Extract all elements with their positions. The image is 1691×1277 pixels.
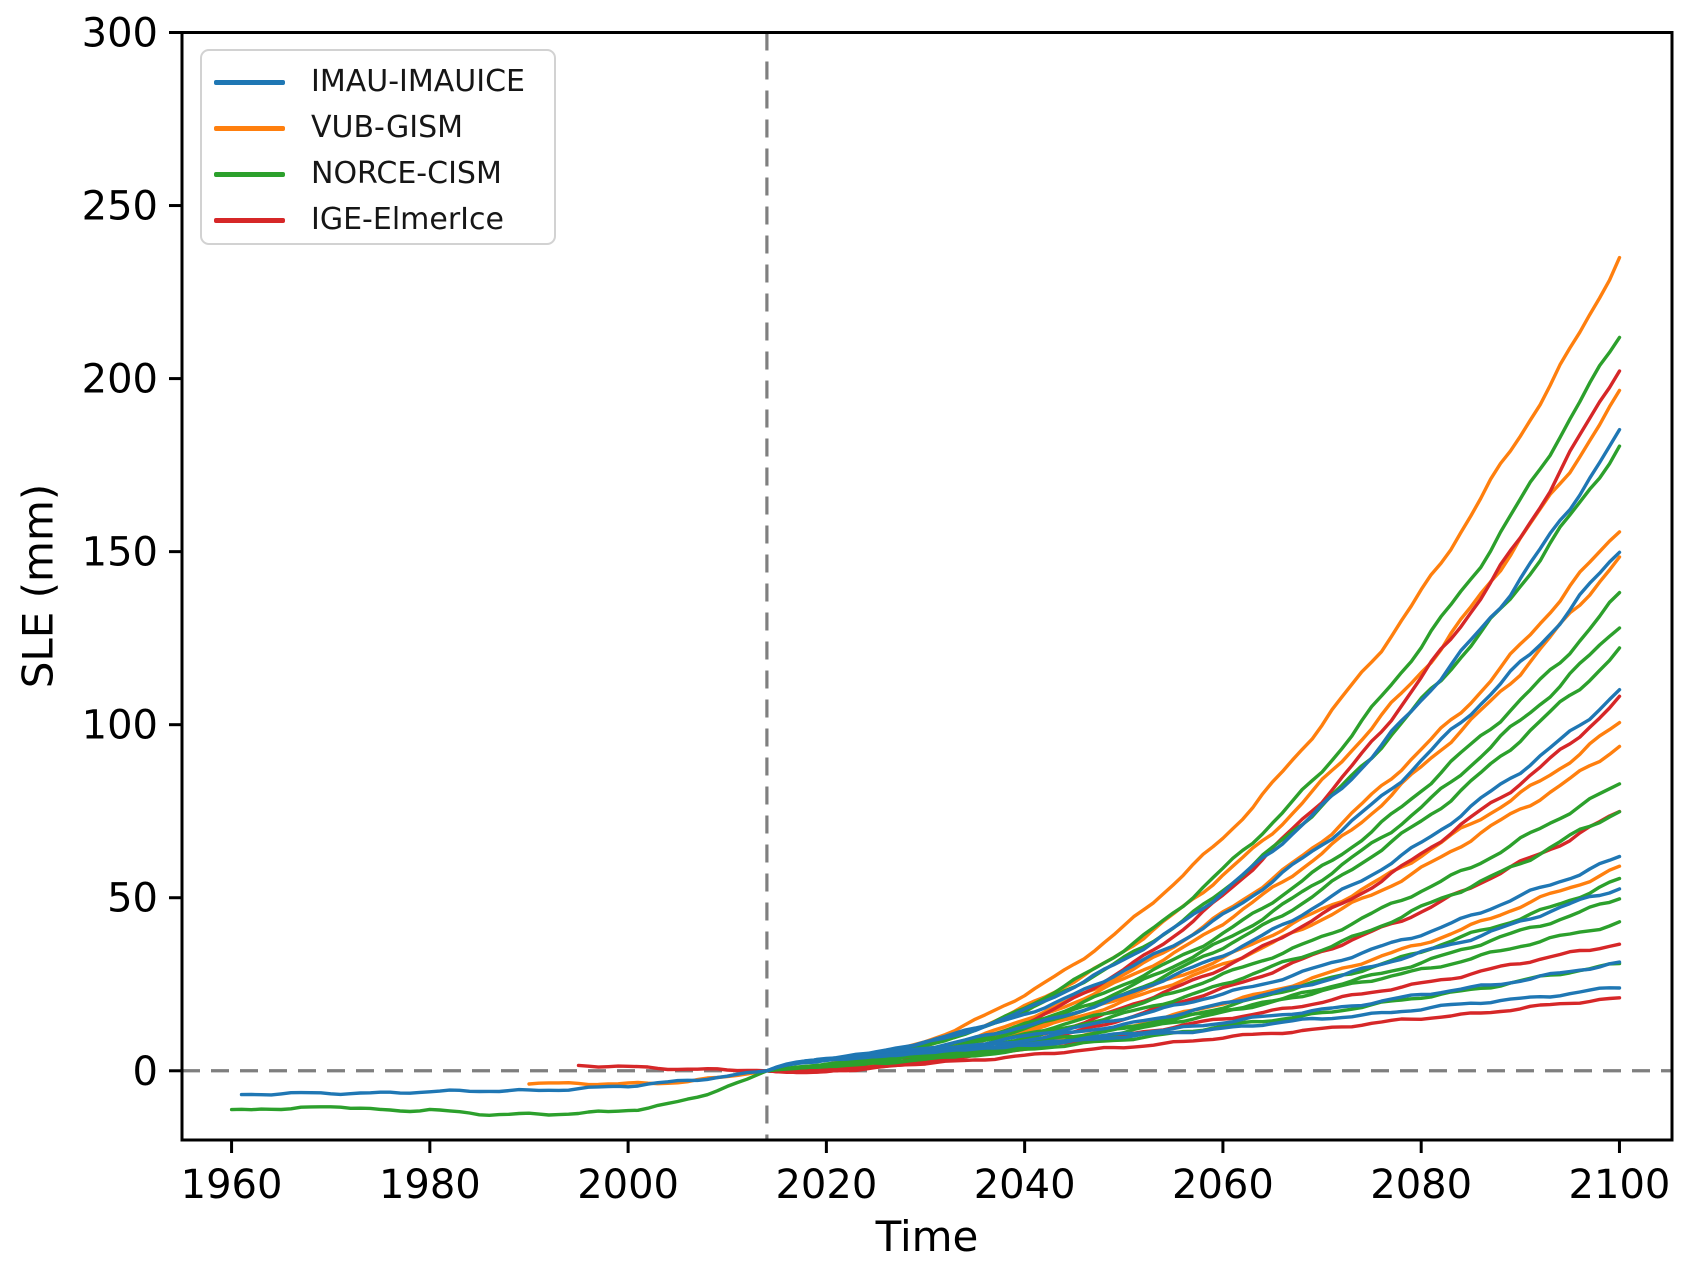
x-axis-title: Time (875, 1212, 979, 1261)
y-tick-label: 100 (82, 703, 158, 749)
legend-item-NORCE-CISM: NORCE-CISM (214, 151, 554, 197)
y-tick-label: 250 (82, 184, 158, 230)
y-tick-label: 300 (82, 11, 158, 57)
y-axis-title: SLE (mm) (13, 483, 63, 689)
projection-line-NORCE-CISM-43 (765, 920, 1622, 1073)
legend-label: VUB-GISM (311, 110, 464, 145)
y-tick-label: 150 (82, 530, 158, 576)
x-tick-label: 2000 (577, 1162, 679, 1208)
axes-spines (180, 31, 1674, 1142)
x-tick-label: 2040 (974, 1162, 1076, 1208)
legend-label: NORCE-CISM (311, 156, 502, 191)
legend-label: IMAU-IMAUICE (311, 64, 525, 99)
projection-line-IMAU-IMAUICE-110 (765, 688, 1622, 1073)
legend-label: IGE-ElmerIce (311, 202, 504, 237)
historical-line-IMAU-IMAUICE (239, 1069, 769, 1097)
y-tick-label: 200 (82, 357, 158, 403)
projection-line-NORCE-CISM-180 (765, 444, 1622, 1073)
x-tick-label: 1980 (379, 1162, 481, 1208)
legend-line-swatch (214, 79, 285, 85)
historical-line-IGE-ElmerIce (576, 1063, 769, 1073)
x-tick-label: 2020 (775, 1162, 877, 1208)
x-tick-label: 1960 (181, 1162, 283, 1208)
legend-line-swatch (214, 217, 285, 223)
legend-item-VUB-GISM: VUB-GISM (214, 105, 554, 151)
legend-line-swatch (214, 125, 285, 131)
x-tick-label: 2100 (1569, 1162, 1671, 1208)
projection-line-IMAU-IMAUICE-150 (765, 550, 1622, 1073)
y-tick-label: 50 (107, 876, 158, 922)
legend-item-IMAU-IMAUICE: IMAU-IMAUICE (214, 59, 554, 105)
x-tick-label: 2060 (1172, 1162, 1274, 1208)
projection-line-IMAU-IMAUICE-62 (765, 854, 1622, 1073)
projection-line-IGE-ElmerIce-21 (765, 996, 1622, 1074)
legend-item-IGE-ElmerIce: IGE-ElmerIce (214, 197, 554, 243)
y-tick-label: 0 (133, 1049, 158, 1095)
projection-line-IMAU-IMAUICE-24 (765, 986, 1622, 1073)
historical-line-NORCE-CISM (229, 1069, 769, 1117)
legend: IMAU-IMAUICE VUB-GISM NORCE-CISM IGE-ElmerI… (200, 49, 556, 245)
x-tick-label: 2080 (1370, 1162, 1472, 1208)
legend-line-swatch (214, 171, 285, 177)
